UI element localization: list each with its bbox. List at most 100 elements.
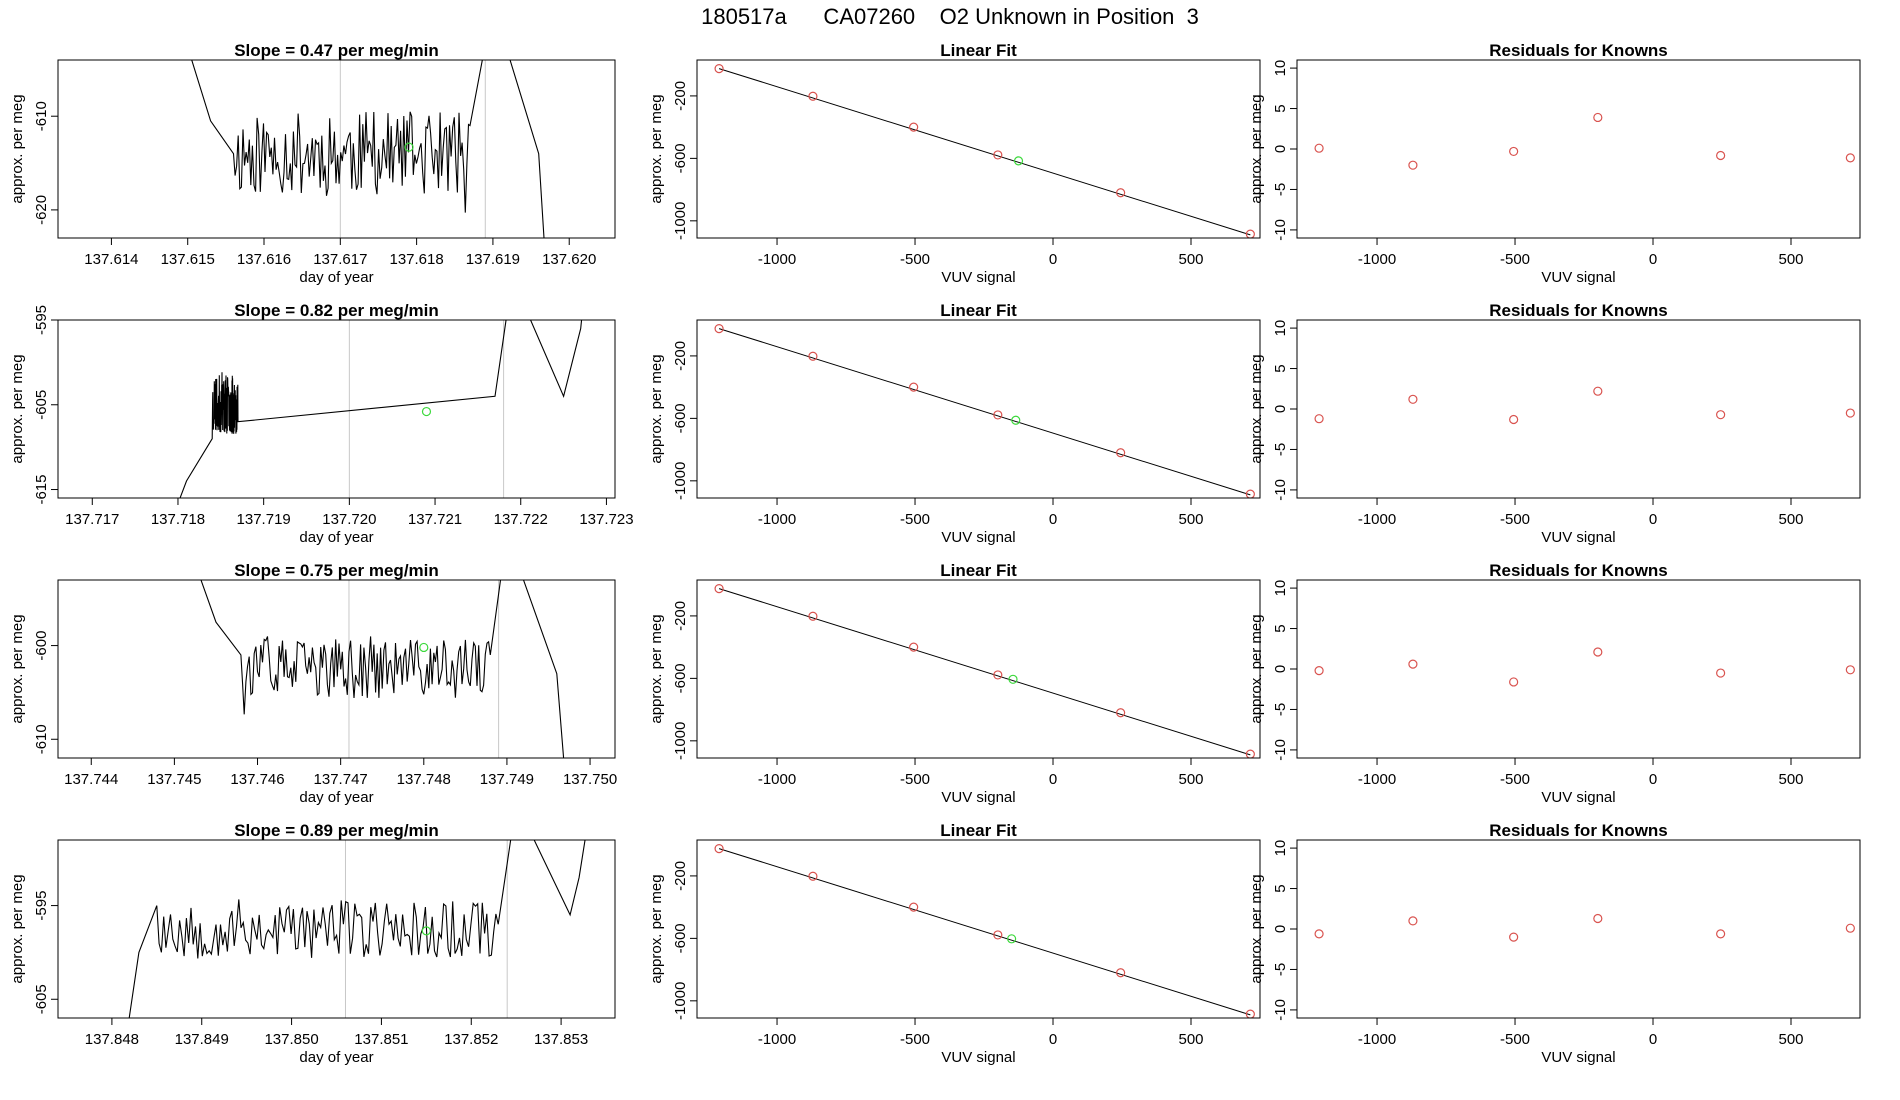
residual-point (1314, 929, 1324, 939)
x-tick-label: 500 (1178, 251, 1203, 268)
known-point (714, 843, 724, 854)
x-tick-label: -500 (1500, 511, 1530, 528)
x-tick-label: -1000 (758, 511, 796, 528)
panel-grid: 137.614 137.615 137.616 137.617 137.618 137.6… (9, 41, 1861, 1066)
y-tick-label: -595 (33, 305, 50, 335)
x-tick-label: 500 (1778, 1031, 1803, 1048)
plot-frame (57, 579, 616, 759)
x-tick-label: 500 (1778, 771, 1803, 788)
residual-point (1716, 410, 1726, 420)
y-tick-label: 0 (1272, 405, 1289, 413)
fit-line (718, 848, 1251, 1016)
residual-point (1509, 146, 1519, 157)
x-tick-label: -500 (900, 251, 930, 268)
x-tick-label: 500 (1778, 511, 1803, 528)
x-tick-label: 137.720 (322, 511, 376, 528)
plot-area (1314, 386, 1855, 425)
x-tick-label: -500 (900, 511, 930, 528)
panel-title: Linear Fit (940, 821, 1017, 840)
residual-point (1408, 659, 1418, 669)
chart-panel-residuals-row-2: -1000 -500 0 500 10 5 0 -5 -10 Residuals for Know… (1248, 301, 1861, 546)
x-tick-label: -1000 (1358, 771, 1396, 788)
residual-point (1593, 913, 1603, 924)
x-tick-label: -1000 (1358, 511, 1396, 528)
plot-frame (57, 59, 616, 239)
y-tick-label: -600 (672, 663, 689, 693)
x-tick-label: 137.744 (64, 771, 118, 788)
chart-panel-linear-fit-row-4: -1000 -500 0 500 -200 -600 -1000 Linear Fit VUV … (648, 821, 1261, 1066)
residual-point (1408, 394, 1418, 404)
x-tick-label: 137.749 (480, 771, 534, 788)
x-axis-title: day of year (299, 269, 373, 286)
x-tick-label: 137.617 (313, 251, 367, 268)
plot-frame (696, 319, 1261, 499)
panel-title: Linear Fit (940, 301, 1017, 320)
panel-title: Slope = 0.47 per meg/min (234, 41, 439, 60)
time-series-line (200, 580, 565, 758)
unknown-point (404, 142, 414, 152)
chart-panel-residuals-row-4: -1000 -500 0 500 10 5 0 -5 -10 Residuals for Know… (1248, 821, 1861, 1066)
x-tick-label: -500 (900, 771, 930, 788)
y-tick-label: 0 (1272, 145, 1289, 153)
y-tick-label: -10 (1272, 479, 1289, 501)
y-tick-label: 0 (1272, 925, 1289, 933)
x-axis-title: VUV signal (941, 529, 1015, 546)
figure-title: 180517a CA07260 O2 Unknown in Position 3 (701, 4, 1199, 29)
x-tick-label: -500 (900, 1031, 930, 1048)
y-tick-label: -200 (672, 81, 689, 111)
residual-point (1845, 153, 1855, 163)
plot-area (1314, 112, 1855, 170)
unknown-point (1013, 156, 1024, 166)
known-point (909, 902, 919, 912)
x-tick-label: 137.619 (466, 251, 520, 268)
x-axis-title: VUV signal (941, 1049, 1015, 1066)
x-tick-label: 137.850 (264, 1031, 318, 1048)
residual-point (1593, 647, 1603, 657)
x-tick-label: 0 (1049, 251, 1057, 268)
x-tick-label: -1000 (1358, 251, 1396, 268)
y-axis-title: approx. per meg (648, 614, 665, 723)
x-axis-title: VUV signal (1541, 1049, 1615, 1066)
x-tick-label: -500 (1500, 251, 1530, 268)
plot-area (179, 320, 583, 498)
y-tick-label: -1000 (672, 722, 689, 760)
x-tick-label: -1000 (758, 771, 796, 788)
chart-panel-time-series-row-4: 137.848 137.849 137.850 137.851 137.852 137.8… (9, 821, 616, 1066)
x-tick-label: 0 (1649, 511, 1657, 528)
known-point (1116, 448, 1126, 458)
residual-point (1408, 160, 1418, 170)
plot-frame (1296, 319, 1861, 499)
panel-title: Linear Fit (940, 41, 1017, 60)
known-point (808, 871, 818, 881)
known-point (909, 642, 919, 652)
chart-panel-time-series-row-1: 137.614 137.615 137.616 137.617 137.618 137.6… (9, 41, 616, 286)
x-tick-label: 137.748 (397, 771, 451, 788)
plot-area (714, 323, 1255, 498)
x-tick-label: 0 (1049, 771, 1057, 788)
residual-point (1845, 923, 1855, 933)
y-tick-label: 10 (1272, 840, 1289, 857)
x-tick-label: 137.722 (494, 511, 548, 528)
residual-point (1314, 143, 1324, 153)
y-tick-label: 10 (1272, 580, 1289, 597)
plot-area (714, 583, 1255, 758)
x-tick-label: 137.615 (161, 251, 215, 268)
residual-point (1509, 414, 1519, 425)
x-axis-title: day of year (299, 529, 373, 546)
y-tick-label: 5 (1272, 884, 1289, 892)
residual-point (1716, 150, 1726, 161)
y-axis-title: approx. per meg (9, 614, 26, 723)
residual-point (1845, 665, 1855, 675)
x-tick-label: 0 (1649, 251, 1657, 268)
x-tick-label: -500 (1500, 1031, 1530, 1048)
x-tick-label: 137.620 (542, 251, 596, 268)
unknown-point (1008, 674, 1018, 684)
y-tick-label: -5 (1272, 443, 1289, 456)
residual-point (1314, 666, 1324, 676)
y-tick-label: -610 (33, 101, 50, 131)
plot-frame (57, 319, 616, 499)
known-point (993, 410, 1003, 420)
x-tick-label: 500 (1178, 511, 1203, 528)
y-tick-label: -600 (33, 631, 50, 661)
